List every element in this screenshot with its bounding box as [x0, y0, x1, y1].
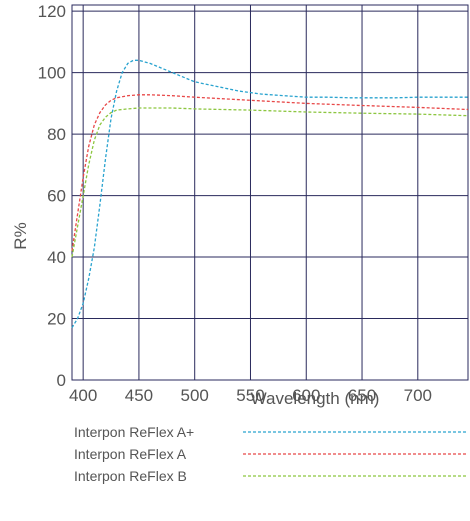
x-tick-label: 550: [236, 386, 264, 405]
x-axis-label: Wavelength (nm): [251, 389, 380, 408]
y-tick-label: 0: [57, 371, 66, 390]
y-tick-label: 80: [47, 125, 66, 144]
legend-label-3: Interpon ReFlex B: [74, 468, 187, 484]
y-tick-label: 40: [47, 248, 66, 267]
y-tick-labels: 0 20 40 60 80 100 120: [38, 2, 66, 390]
x-tick-label: 700: [404, 386, 432, 405]
x-tick-labels: 400 450 500 550 600 650 700: [69, 386, 432, 405]
legend-label-2: Interpon ReFlex A: [74, 446, 187, 462]
series-line-1: [71, 59, 468, 329]
y-tick-label: 60: [47, 187, 66, 206]
plot-grid: [71, 4, 469, 381]
x-tick-label: 500: [181, 386, 209, 405]
x-tick-label: 400: [69, 386, 97, 405]
legend-label-1: Interpon ReFlex A+: [74, 424, 194, 440]
y-tick-label: 100: [38, 64, 66, 83]
y-tick-label: 120: [38, 2, 66, 21]
series-line-2: [71, 94, 469, 251]
x-tick-label: 600: [292, 386, 320, 405]
legend: Interpon ReFlex A+ Interpon ReFlex A Inter…: [74, 424, 466, 484]
plot-series: [71, 59, 469, 329]
y-axis-label: R%: [11, 222, 30, 249]
series-line-3: [71, 107, 469, 258]
y-tick-label: 20: [47, 310, 66, 329]
x-tick-label: 450: [125, 386, 153, 405]
x-tick-label: 650: [348, 386, 376, 405]
